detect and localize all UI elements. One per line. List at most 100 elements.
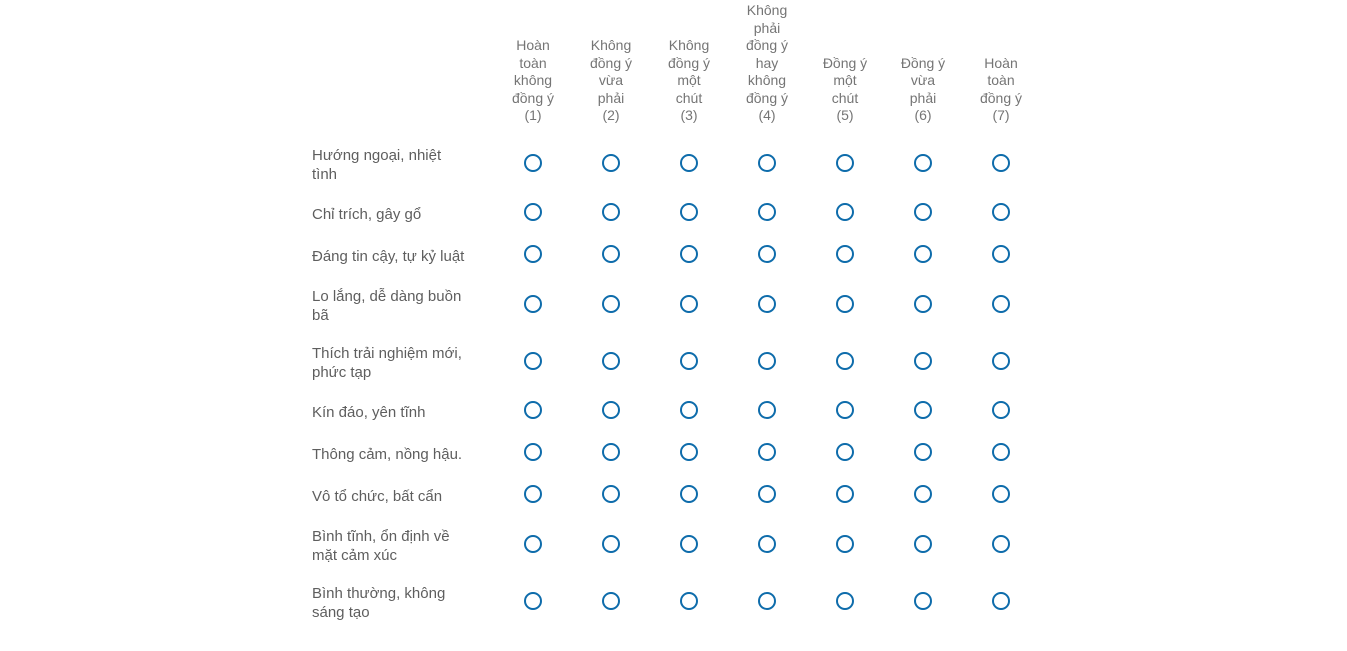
radio-cell-row1-val4[interactable] — [728, 137, 806, 194]
radio-row3-val1[interactable] — [524, 245, 542, 263]
radio-row7-val4[interactable] — [758, 443, 776, 461]
radio-row9-val5[interactable] — [836, 534, 854, 553]
radio-row3-val2[interactable] — [602, 245, 620, 263]
radio-row10-val3[interactable] — [680, 591, 698, 610]
radio-cell-row5-val2[interactable] — [572, 335, 650, 392]
radio-row5-val4[interactable] — [758, 351, 776, 370]
radio-row3-val4[interactable] — [758, 245, 776, 263]
radio-cell-row5-val1[interactable] — [494, 335, 572, 392]
radio-row5-val2[interactable] — [602, 351, 620, 370]
radio-row7-val3[interactable] — [680, 443, 698, 461]
radio-cell-row6-val2[interactable] — [572, 392, 650, 434]
radio-cell-row4-val6[interactable] — [884, 278, 962, 335]
radio-cell-row1-val1[interactable] — [494, 137, 572, 194]
radio-row2-val4[interactable] — [758, 203, 776, 221]
radio-cell-row10-val4[interactable] — [728, 575, 806, 632]
radio-row1-val1[interactable] — [524, 153, 542, 172]
radio-cell-row5-val3[interactable] — [650, 335, 728, 392]
radio-cell-row2-val6[interactable] — [884, 194, 962, 236]
radio-row5-val6[interactable] — [914, 351, 932, 370]
radio-cell-row8-val1[interactable] — [494, 476, 572, 518]
radio-row6-val2[interactable] — [602, 401, 620, 419]
radio-row1-val7[interactable] — [992, 153, 1010, 172]
radio-cell-row7-val4[interactable] — [728, 434, 806, 476]
radio-row9-val2[interactable] — [602, 534, 620, 553]
radio-row10-val4[interactable] — [758, 591, 776, 610]
radio-row5-val7[interactable] — [992, 351, 1010, 370]
radio-row6-val4[interactable] — [758, 401, 776, 419]
radio-row9-val6[interactable] — [914, 534, 932, 553]
radio-row3-val3[interactable] — [680, 245, 698, 263]
radio-row5-val1[interactable] — [524, 351, 542, 370]
radio-cell-row8-val6[interactable] — [884, 476, 962, 518]
radio-row7-val7[interactable] — [992, 443, 1010, 461]
radio-cell-row1-val2[interactable] — [572, 137, 650, 194]
radio-row10-val5[interactable] — [836, 591, 854, 610]
radio-cell-row7-val3[interactable] — [650, 434, 728, 476]
radio-row3-val5[interactable] — [836, 245, 854, 263]
radio-row4-val4[interactable] — [758, 294, 776, 313]
radio-row1-val4[interactable] — [758, 153, 776, 172]
radio-cell-row7-val1[interactable] — [494, 434, 572, 476]
radio-cell-row8-val3[interactable] — [650, 476, 728, 518]
radio-cell-row7-val6[interactable] — [884, 434, 962, 476]
radio-cell-row2-val5[interactable] — [806, 194, 884, 236]
radio-row8-val5[interactable] — [836, 485, 854, 503]
radio-cell-row2-val1[interactable] — [494, 194, 572, 236]
radio-row6-val1[interactable] — [524, 401, 542, 419]
radio-row2-val6[interactable] — [914, 203, 932, 221]
radio-cell-row3-val5[interactable] — [806, 236, 884, 278]
radio-cell-row10-val5[interactable] — [806, 575, 884, 632]
radio-row2-val3[interactable] — [680, 203, 698, 221]
radio-row5-val5[interactable] — [836, 351, 854, 370]
radio-row6-val7[interactable] — [992, 401, 1010, 419]
radio-cell-row4-val4[interactable] — [728, 278, 806, 335]
radio-cell-row4-val2[interactable] — [572, 278, 650, 335]
radio-cell-row3-val3[interactable] — [650, 236, 728, 278]
radio-row10-val6[interactable] — [914, 591, 932, 610]
radio-cell-row7-val7[interactable] — [962, 434, 1040, 476]
radio-cell-row6-val3[interactable] — [650, 392, 728, 434]
radio-cell-row3-val1[interactable] — [494, 236, 572, 278]
radio-row4-val1[interactable] — [524, 294, 542, 313]
radio-row9-val4[interactable] — [758, 534, 776, 553]
radio-row2-val5[interactable] — [836, 203, 854, 221]
radio-row8-val6[interactable] — [914, 485, 932, 503]
radio-cell-row1-val6[interactable] — [884, 137, 962, 194]
radio-cell-row1-val3[interactable] — [650, 137, 728, 194]
radio-row6-val6[interactable] — [914, 401, 932, 419]
radio-row1-val5[interactable] — [836, 153, 854, 172]
radio-row8-val7[interactable] — [992, 485, 1010, 503]
radio-cell-row8-val4[interactable] — [728, 476, 806, 518]
radio-row1-val6[interactable] — [914, 153, 932, 172]
radio-cell-row3-val7[interactable] — [962, 236, 1040, 278]
radio-cell-row7-val2[interactable] — [572, 434, 650, 476]
radio-cell-row2-val7[interactable] — [962, 194, 1040, 236]
radio-cell-row5-val7[interactable] — [962, 335, 1040, 392]
radio-cell-row4-val1[interactable] — [494, 278, 572, 335]
radio-cell-row9-val2[interactable] — [572, 518, 650, 575]
radio-cell-row9-val3[interactable] — [650, 518, 728, 575]
radio-row4-val7[interactable] — [992, 294, 1010, 313]
radio-cell-row6-val1[interactable] — [494, 392, 572, 434]
radio-cell-row10-val6[interactable] — [884, 575, 962, 632]
radio-row7-val2[interactable] — [602, 443, 620, 461]
radio-cell-row5-val4[interactable] — [728, 335, 806, 392]
radio-row3-val7[interactable] — [992, 245, 1010, 263]
radio-row8-val2[interactable] — [602, 485, 620, 503]
radio-row4-val2[interactable] — [602, 294, 620, 313]
radio-cell-row10-val2[interactable] — [572, 575, 650, 632]
radio-cell-row10-val3[interactable] — [650, 575, 728, 632]
radio-row2-val2[interactable] — [602, 203, 620, 221]
radio-cell-row8-val2[interactable] — [572, 476, 650, 518]
radio-cell-row1-val5[interactable] — [806, 137, 884, 194]
radio-row5-val3[interactable] — [680, 351, 698, 370]
radio-cell-row4-val7[interactable] — [962, 278, 1040, 335]
radio-cell-row5-val5[interactable] — [806, 335, 884, 392]
radio-row6-val3[interactable] — [680, 401, 698, 419]
radio-row9-val7[interactable] — [992, 534, 1010, 553]
radio-cell-row8-val7[interactable] — [962, 476, 1040, 518]
radio-cell-row6-val4[interactable] — [728, 392, 806, 434]
radio-row3-val6[interactable] — [914, 245, 932, 263]
radio-row8-val1[interactable] — [524, 485, 542, 503]
